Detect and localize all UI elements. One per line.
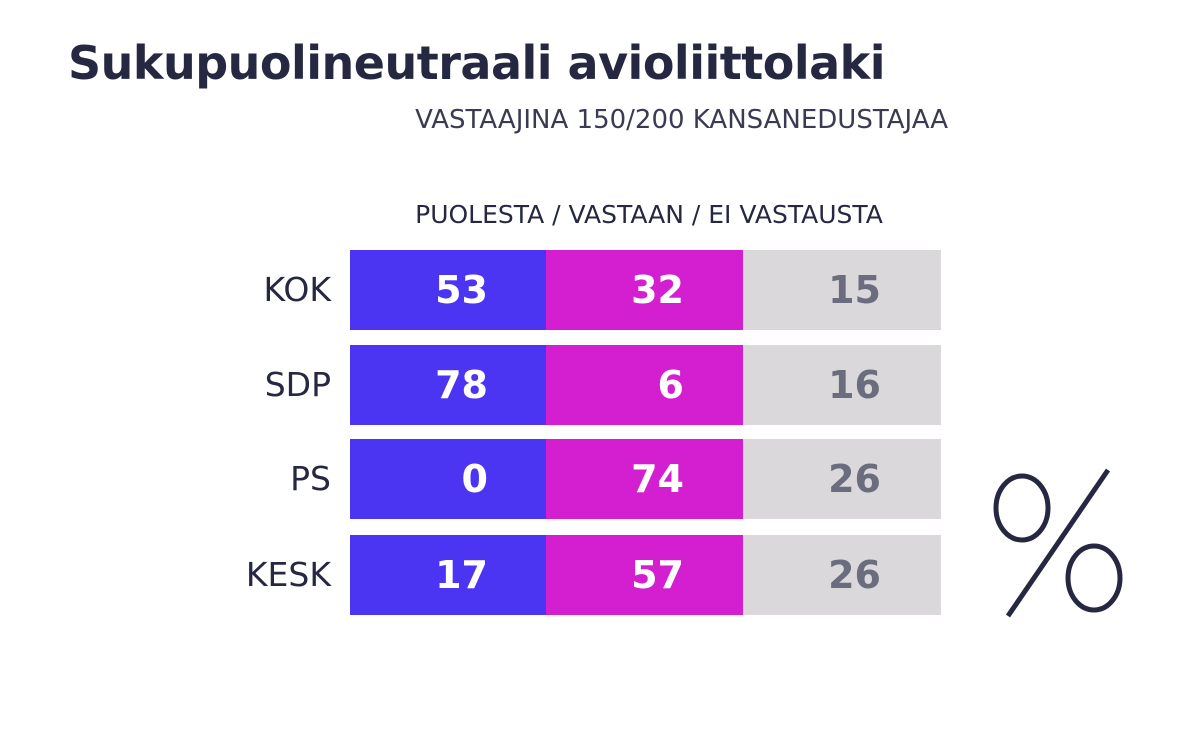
- row-label-sdp: SDP: [264, 365, 331, 404]
- cell-kesk-vastaan: 57: [546, 535, 744, 615]
- cell-kok-puolesta: 53: [350, 250, 548, 330]
- column-header: PUOLESTA / VASTAAN / EI VASTAUSTA: [415, 200, 883, 229]
- cell-kok-vastaan: 32: [546, 250, 744, 330]
- cell-kesk-puolesta: 17: [350, 535, 548, 615]
- cell-sdp-vastaan: 6: [546, 345, 744, 425]
- cell-ps-puolesta: 0: [350, 439, 548, 519]
- row-label-kesk: KESK: [245, 555, 331, 594]
- cell-kok-ei-vastausta: 15: [743, 250, 941, 330]
- percent-icon: [993, 468, 1123, 618]
- chart-subtitle: VASTAAJINA 150/200 KANSANEDUSTAJAA: [415, 105, 948, 135]
- cell-sdp-ei-vastausta: 16: [743, 345, 941, 425]
- row-label-ps: PS: [290, 459, 331, 498]
- row-label-kok: KOK: [263, 270, 331, 309]
- cell-ps-ei-vastausta: 26: [743, 439, 941, 519]
- cell-sdp-puolesta: 78: [350, 345, 548, 425]
- cell-ps-vastaan: 74: [546, 439, 744, 519]
- cell-kesk-ei-vastausta: 26: [743, 535, 941, 615]
- chart-title: Sukupuolineutraali avioliittolaki: [68, 36, 885, 90]
